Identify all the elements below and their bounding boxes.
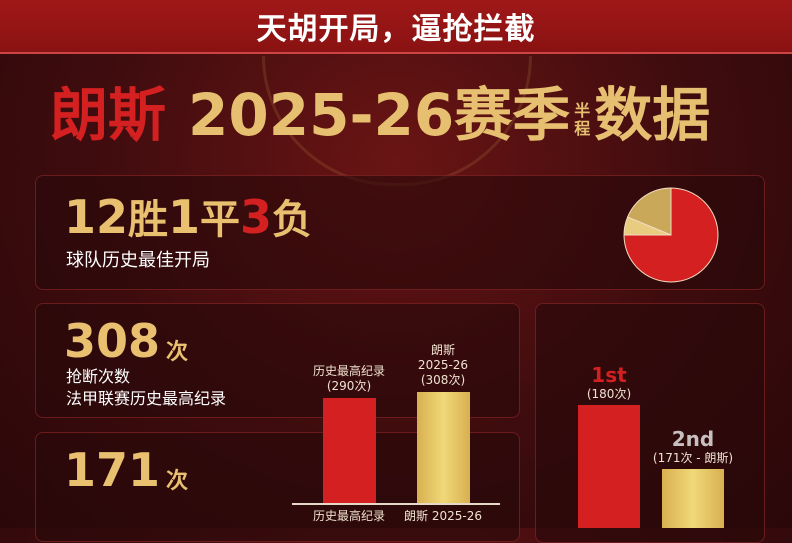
chart1-bar-0 bbox=[322, 398, 376, 503]
wins: 12 bbox=[64, 190, 129, 244]
tackles-line2: 法甲联赛历史最高纪录 bbox=[66, 389, 227, 408]
title-season: 2025-26赛季 bbox=[188, 81, 571, 149]
title-half-top: 半 bbox=[574, 101, 591, 120]
record-figure: 12胜1平3负 bbox=[64, 192, 312, 245]
record-card: 12胜1平3负 球队历史最佳开局 bbox=[35, 175, 765, 290]
top-banner: 天胡开局，逼抢拦截 bbox=[0, 0, 792, 54]
title-half-bottom: 程 bbox=[574, 119, 591, 138]
tackles-figure: 308 次 bbox=[64, 316, 188, 366]
chart1-data-label: (308次) bbox=[420, 373, 466, 387]
chart1-data-label: 朗斯 bbox=[430, 343, 456, 357]
third-figure: 171 次 bbox=[64, 445, 188, 495]
page-title: 朗斯 2025-26赛季 半程 数据 bbox=[50, 80, 710, 150]
third-number: 171 bbox=[64, 443, 161, 497]
losses: 3 bbox=[240, 190, 273, 244]
chart1-category-label: 朗斯 2025-26 bbox=[404, 509, 482, 523]
chart1-bar-1 bbox=[416, 392, 470, 503]
title-team: 朗斯 bbox=[50, 81, 167, 149]
chart2-bar-0 bbox=[578, 405, 640, 528]
third-unit: 次 bbox=[166, 469, 189, 494]
loss-label: 负 bbox=[272, 197, 313, 243]
chart1-category-label: 历史最高纪录 bbox=[312, 509, 386, 523]
chart2-bar-1 bbox=[662, 469, 724, 528]
draws: 1 bbox=[168, 190, 201, 244]
record-pie-chart bbox=[623, 187, 719, 283]
draw-label: 平 bbox=[200, 197, 241, 243]
chart1-data-label: 历史最高纪录 bbox=[312, 364, 386, 379]
chart2-category-label: 1st bbox=[591, 363, 627, 387]
record-caption: 球队历史最佳开局 bbox=[66, 250, 210, 271]
chart2-category-label: 2nd bbox=[671, 427, 715, 451]
chart2-data-label: (171次 - 朗斯) bbox=[652, 451, 734, 465]
chart1-data-label: 2025-26 bbox=[417, 358, 469, 372]
chart1-data-label: (290次) bbox=[326, 379, 372, 394]
title-suffix: 数据 bbox=[594, 81, 711, 149]
tackles-number: 308 bbox=[64, 314, 161, 368]
chart2-data-label: (180次) bbox=[586, 387, 632, 401]
banner-text: 天胡开局，逼抢拦截 bbox=[256, 12, 536, 47]
pie-slice-2 bbox=[626, 187, 672, 236]
title-half: 半程 bbox=[574, 102, 590, 138]
ranking-card bbox=[535, 303, 765, 543]
win-label: 胜 bbox=[128, 197, 169, 243]
tackles-line1: 抢断次数 bbox=[66, 367, 131, 386]
tackles-card: 308 次 抢断次数 法甲联赛历史最高纪录 bbox=[35, 303, 520, 418]
tackles-unit: 次 bbox=[166, 340, 189, 365]
chart1-axis bbox=[292, 503, 500, 505]
third-card: 171 次 bbox=[35, 432, 520, 542]
